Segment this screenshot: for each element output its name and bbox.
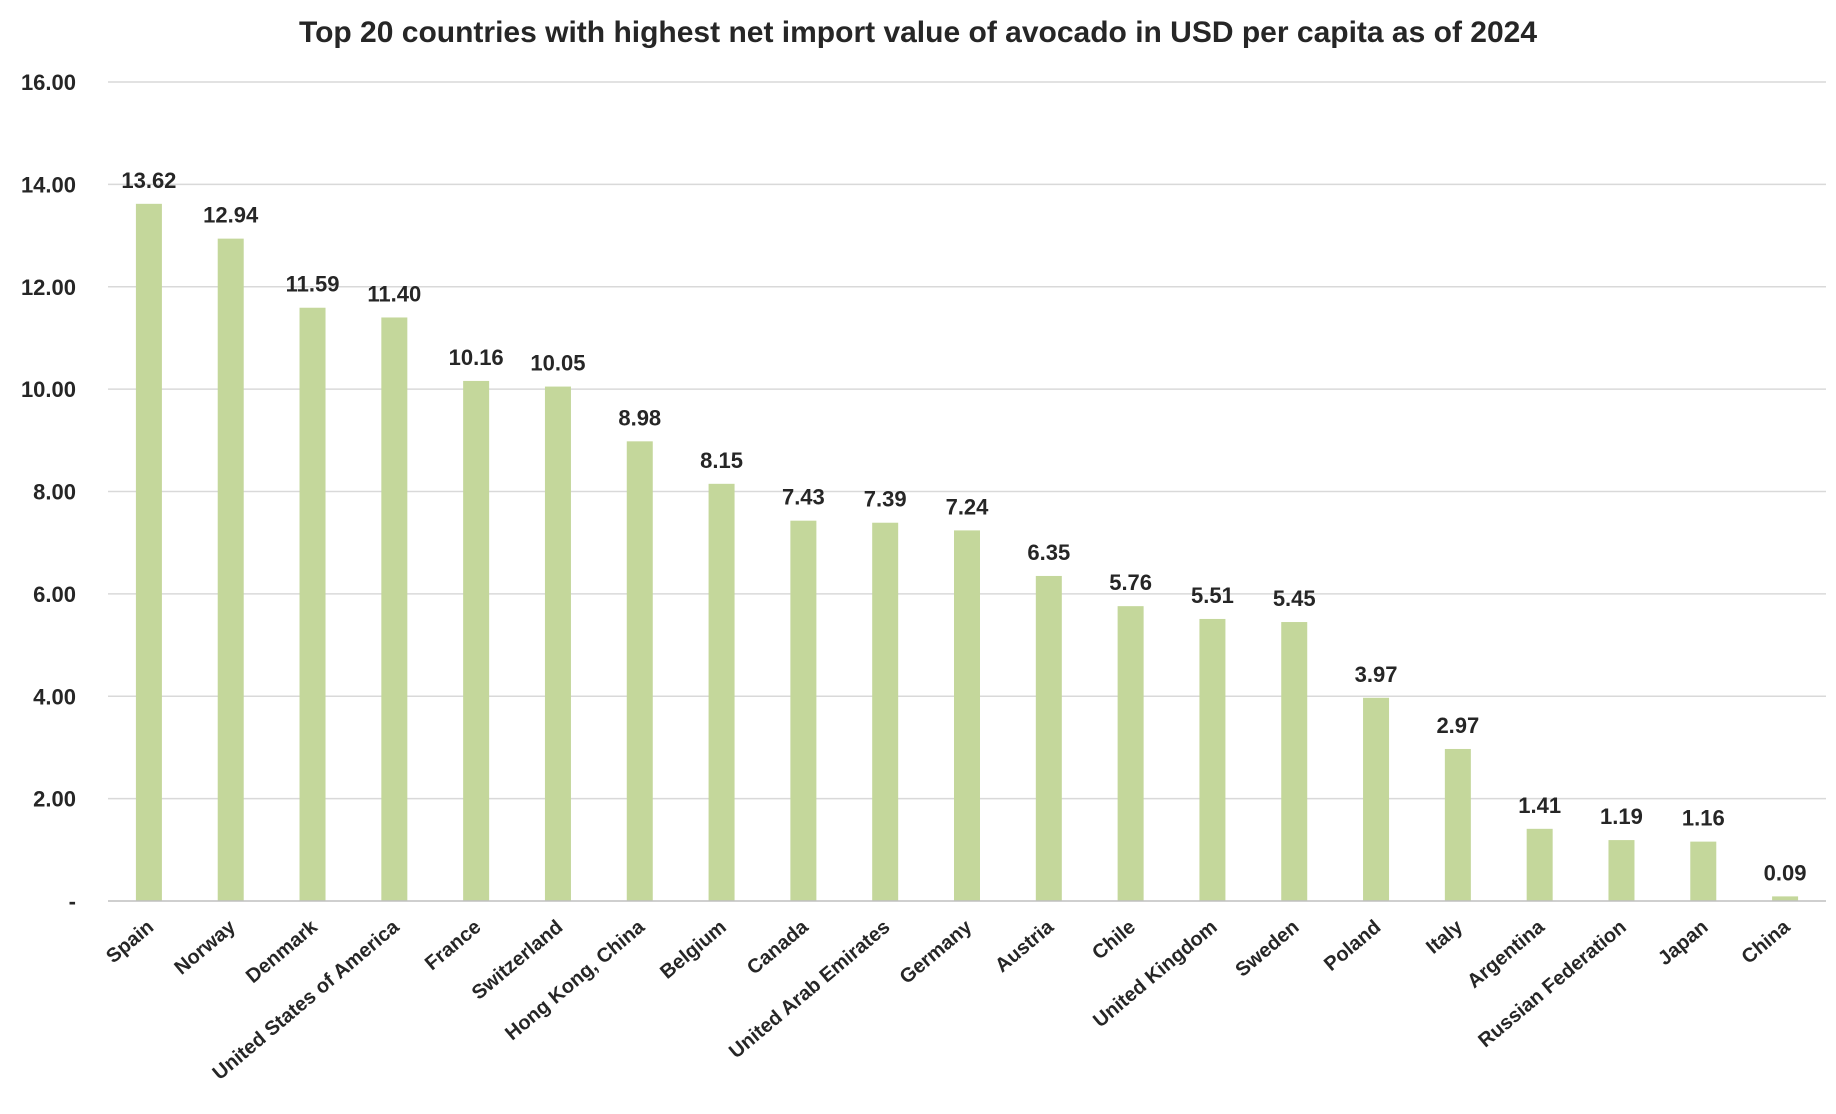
x-tick-label: Japan — [1654, 916, 1712, 970]
bar — [1526, 828, 1553, 901]
data-label: 10.05 — [530, 351, 585, 376]
x-tick-label: United Arab Emirates — [725, 916, 894, 1063]
bar — [135, 203, 162, 902]
data-label: 5.51 — [1191, 583, 1234, 608]
data-label: 0.09 — [1764, 860, 1807, 885]
bar — [299, 307, 326, 901]
data-label: 8.98 — [618, 405, 661, 430]
data-label: 12.94 — [203, 203, 259, 228]
y-axis-tick-labels: - 2.00 4.00 6.00 8.00 10.00 12.00 14.00 16.00 — [21, 70, 76, 914]
x-tick-label: Italy — [1422, 915, 1467, 958]
y-tick-label: 2.00 — [33, 787, 76, 812]
data-label: 8.15 — [700, 448, 743, 473]
data-label: 7.24 — [946, 494, 990, 519]
data-label: 7.43 — [782, 485, 825, 510]
data-label: 11.40 — [367, 281, 421, 306]
y-tick-label: 14.00 — [21, 172, 76, 197]
data-label: 1.41 — [1518, 793, 1561, 818]
bars — [135, 203, 1799, 902]
bar — [1199, 618, 1226, 901]
bar — [1444, 748, 1471, 901]
bar — [463, 380, 490, 901]
x-tick-label: Austria — [991, 915, 1059, 977]
bar — [626, 441, 653, 901]
x-tick-label: China — [1738, 915, 1795, 968]
data-label: 6.35 — [1027, 540, 1070, 565]
bar — [1608, 840, 1635, 901]
x-tick-label: Argentina — [1463, 915, 1549, 992]
x-tick-label: Denmark — [242, 915, 322, 987]
bar — [381, 317, 408, 901]
y-tick-label: 12.00 — [21, 275, 76, 300]
data-label: 1.19 — [1600, 804, 1643, 829]
bar — [1690, 841, 1717, 901]
y-tick-label: 4.00 — [33, 684, 76, 709]
bar — [954, 530, 980, 901]
x-tick-label: Chile — [1088, 916, 1140, 964]
x-tick-label: Sweden — [1231, 916, 1303, 981]
y-tick-label: 8.00 — [33, 480, 76, 505]
bar — [1772, 896, 1799, 901]
bar — [790, 520, 817, 901]
x-tick-label: Poland — [1320, 916, 1385, 976]
bar — [872, 522, 899, 901]
x-tick-label: Hong Kong, China — [501, 915, 649, 1045]
bar — [544, 386, 571, 901]
x-tick-label: Belgium — [656, 916, 731, 984]
data-label: 5.45 — [1273, 586, 1316, 611]
chart-title: Top 20 countries with highest net import… — [299, 16, 1537, 49]
bar — [708, 483, 735, 901]
data-label: 1.16 — [1682, 806, 1725, 831]
data-label: 3.97 — [1355, 662, 1398, 687]
x-tick-label: Spain — [102, 916, 158, 968]
x-tick-label: Norway — [170, 915, 240, 979]
x-tick-label: Canada — [743, 915, 813, 979]
data-label: 5.76 — [1109, 570, 1152, 595]
x-tick-label: France — [421, 916, 485, 975]
data-label: 11.59 — [286, 272, 340, 297]
y-tick-label: 10.00 — [21, 377, 76, 402]
data-label: 10.16 — [449, 345, 504, 370]
x-tick-label: Germany — [896, 915, 977, 988]
data-label: 13.62 — [121, 168, 176, 193]
bar — [1363, 697, 1390, 901]
data-label: 7.39 — [864, 487, 907, 512]
bar — [1117, 606, 1144, 901]
y-tick-label: 16.00 — [21, 70, 76, 95]
bar — [217, 238, 244, 902]
y-tick-label: - — [69, 889, 76, 914]
bar — [1281, 622, 1308, 901]
x-tick-label: Russian Federation — [1474, 916, 1630, 1052]
y-tick-label: 6.00 — [33, 582, 76, 607]
data-label: 2.97 — [1436, 713, 1479, 738]
data-labels: 13.62 12.94 11.59 11.40 10.16 10.05 8.98 8.15 7.… — [121, 168, 1806, 886]
bar — [1035, 575, 1062, 901]
